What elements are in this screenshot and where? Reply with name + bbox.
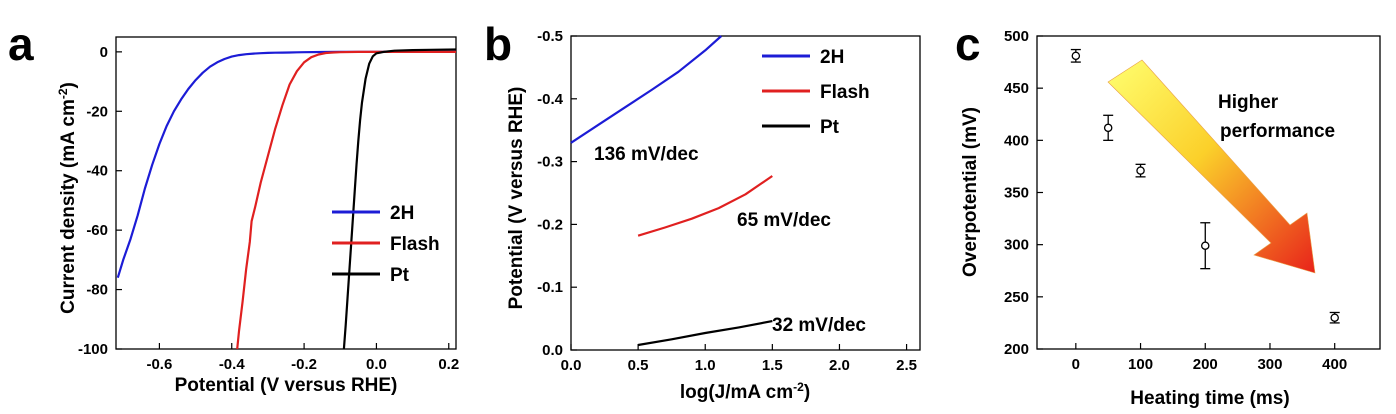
x-tick-label: -0.2 (291, 356, 317, 373)
x-tick-label: 100 (1128, 356, 1153, 373)
y-tick-label: -0.1 (537, 279, 563, 296)
data-point (1103, 123, 1113, 133)
legend-label-2h: 2H (820, 47, 844, 68)
y-tick-label: -20 (86, 103, 108, 120)
axis-ticks-b: 0.0 0.5 1.0 1.5 2.0 2.5 0.0 -0.1 -0.2 -0.3 -0.4 -0.… (537, 28, 917, 374)
legend-label-flash: Flash (820, 82, 870, 103)
y-tick-label: -0.5 (537, 28, 563, 45)
series-line-2h (116, 50, 456, 279)
legend-b: 2H Flash Pt (762, 47, 870, 138)
legend-label-pt: Pt (820, 117, 840, 138)
axis-ticks-c: 0 100 200 300 400 200 250 300 350 400 450 500 (1004, 28, 1347, 373)
series-line-flash (236, 50, 456, 350)
annotation-performance: performance (1220, 121, 1335, 142)
series-line-pt (637, 320, 773, 347)
x-tick-label: 1.0 (695, 357, 716, 374)
panel-a: a -0.6 -0.4 -0.2 0.0 0.2 0 -20 -40 -60 -80 -100 Po… (8, 18, 459, 396)
y-tick-label: 500 (1004, 28, 1029, 45)
panel-c: c 0 100 200 300 400 200 250 300 350 400 450 500 Hig… (955, 18, 1381, 409)
axis-ticks-a: -0.6 -0.4 -0.2 0.0 0.2 0 -20 -40 -60 -80 -100 (78, 44, 459, 373)
data-points-c (1070, 48, 1340, 324)
y-axis-label-b: Potential (V versus RHE) (506, 87, 527, 310)
y-tick-label: -0.3 (537, 154, 563, 171)
x-tick-label: 200 (1193, 356, 1218, 373)
y-tick-label: -0.4 (537, 91, 564, 108)
annotation-higher: Higher (1218, 92, 1279, 113)
x-tick-label: -0.6 (146, 356, 172, 373)
series-line-flash (637, 175, 773, 237)
y-tick-label: -100 (78, 341, 108, 358)
y-tick-label: -80 (86, 282, 108, 299)
legend-label-flash: Flash (390, 234, 440, 255)
x-axis-label-a: Potential (V versus RHE) (175, 375, 398, 396)
panel-letter-b: b (484, 18, 512, 70)
legend-label-pt: Pt (390, 265, 410, 286)
y-axis-label-c: Overpotential (mV) (960, 107, 981, 277)
y-tick-label: -60 (86, 222, 108, 239)
x-tick-label: 2.0 (829, 357, 850, 374)
panel-letter-a: a (8, 18, 34, 70)
series-line-2h (570, 35, 723, 144)
y-tick-label: 400 (1004, 132, 1029, 149)
annotation-32-mv-dec: 32 mV/dec (772, 315, 866, 336)
y-tick-label: -40 (86, 163, 108, 180)
y-tick-label: 300 (1004, 237, 1029, 254)
y-tick-label: 200 (1004, 341, 1029, 358)
x-tick-label: 0.0 (561, 357, 582, 374)
x-tick-label: 300 (1257, 356, 1282, 373)
y-tick-label: 350 (1004, 185, 1029, 202)
data-point (1136, 166, 1145, 175)
x-axis-label-c: Heating time (ms) (1130, 388, 1289, 409)
plot-frame-b (570, 35, 921, 351)
x-tick-label: 1.5 (762, 357, 783, 374)
y-tick-label: 0 (100, 44, 108, 61)
plot-frame-c (1036, 35, 1381, 350)
y-axis-label-a: Current density (mA cm-2) (56, 82, 79, 314)
performance-arrow (1107, 59, 1316, 274)
y-tick-label: 250 (1004, 289, 1029, 306)
data-point (1071, 51, 1081, 61)
x-axis-label-b: log(J/mA cm-2) (680, 380, 810, 403)
legend-a: 2H Flash Pt (332, 203, 440, 286)
series-line-pt (342, 48, 457, 350)
x-tick-label: -0.4 (219, 356, 246, 373)
x-tick-label: 0.5 (628, 357, 649, 374)
x-tick-label: 0 (1072, 356, 1080, 373)
plot-frame-a (115, 36, 457, 350)
panel-b: b 0.0 0.5 1.0 1.5 2.0 2.5 0.0 -0.1 -0.2 -0.3 -0.4 -… (484, 18, 921, 403)
data-point (1330, 313, 1339, 322)
y-tick-label: 0.0 (542, 342, 563, 359)
x-tick-label: 2.5 (896, 357, 917, 374)
x-tick-label: 0.2 (438, 356, 459, 373)
legend-label-2h: 2H (390, 203, 414, 224)
annotation-136-mv-dec: 136 mV/dec (594, 144, 699, 165)
panel-letter-c: c (955, 18, 981, 70)
annotation-65-mv-dec: 65 mV/dec (737, 210, 831, 231)
y-tick-label: -0.2 (537, 216, 563, 233)
x-tick-label: 400 (1322, 356, 1347, 373)
x-tick-label: 0.0 (366, 356, 387, 373)
series-lines-a (116, 48, 457, 350)
y-tick-label: 450 (1004, 80, 1029, 97)
series-lines-b (570, 35, 773, 347)
data-point (1201, 241, 1210, 250)
